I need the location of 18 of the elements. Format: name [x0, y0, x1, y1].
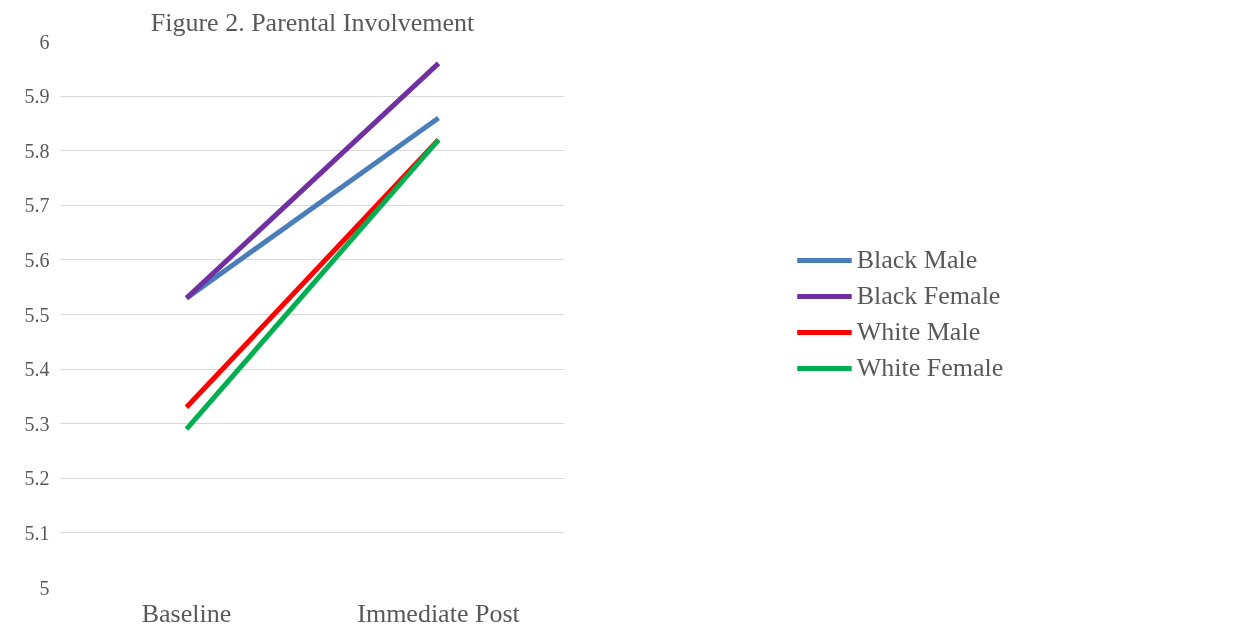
y-tick-label: 5.4: [24, 358, 50, 381]
y-tick-label: 5.2: [24, 467, 50, 490]
y-tick-label: 5: [39, 576, 50, 599]
x-tick-label: Immediate Post: [357, 598, 521, 628]
legend-label: White Male: [856, 317, 981, 347]
x-tick-label: Baseline: [141, 598, 232, 628]
y-tick-label: 5.5: [24, 303, 50, 326]
y-tick-label: 5.8: [24, 139, 50, 162]
y-tick-label: 5.7: [24, 194, 50, 217]
legend-label: White Female: [856, 353, 1004, 383]
y-tick-label: 5.6: [24, 248, 50, 271]
y-tick-label: 5.3: [24, 412, 50, 435]
legend-label: Black Female: [856, 281, 1001, 311]
chart-title: Figure 2. Parental Involvement: [150, 7, 476, 37]
y-tick-label: 5.9: [24, 85, 50, 108]
legend-label: Black Male: [856, 245, 978, 275]
y-tick-label: 5.1: [24, 521, 50, 544]
y-tick-label: 6: [39, 30, 50, 53]
